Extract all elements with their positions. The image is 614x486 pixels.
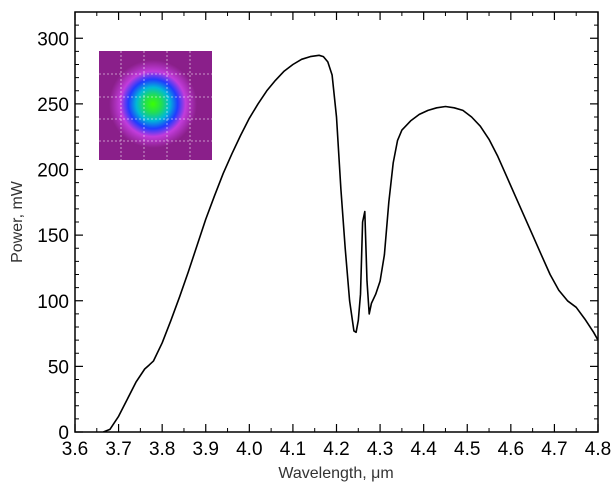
y-tick-label: 300 [37, 29, 69, 50]
y-tick-label: 200 [37, 161, 69, 182]
x-tick-label: 3.9 [193, 439, 219, 460]
x-tick-label: 4.8 [585, 439, 611, 460]
power-curve [103, 54, 598, 432]
x-tick-label: 4.2 [323, 439, 349, 460]
x-axis: 3.6 3.7 3.8 3.9 4.0 4.1 4.2 4.3 4.4 4.5 4.6 4.7 4.8 [62, 12, 611, 460]
x-tick-label: 4.0 [236, 439, 262, 460]
y-axis-label: Power, mW [9, 180, 26, 263]
y-axis: 0 50 100 150 200 250 300 [37, 11, 598, 444]
x-tick-label: 3.7 [105, 439, 131, 460]
x-tick-label: 3.6 [62, 439, 88, 460]
x-tick-label: 4.3 [367, 439, 393, 460]
y-tick-label: 100 [37, 292, 69, 313]
beam-profile-spot [109, 60, 197, 148]
x-tick-label: 4.4 [410, 439, 437, 460]
y-tick-label: 250 [37, 95, 69, 116]
x-tick-label: 4.6 [498, 439, 524, 460]
y-tick-label: 150 [37, 226, 69, 247]
x-tick-label: 4.5 [454, 439, 480, 460]
x-tick-label: 4.1 [280, 439, 306, 460]
beam-profile-grid [99, 51, 212, 160]
y-tick-label: 0 [58, 423, 69, 444]
x-tick-label: 3.8 [149, 439, 175, 460]
x-axis-label: Wavelength, μm [278, 465, 393, 482]
y-tick-label: 50 [48, 357, 69, 378]
beam-profile-inset [99, 51, 212, 160]
x-tick-label: 4.7 [541, 439, 567, 460]
